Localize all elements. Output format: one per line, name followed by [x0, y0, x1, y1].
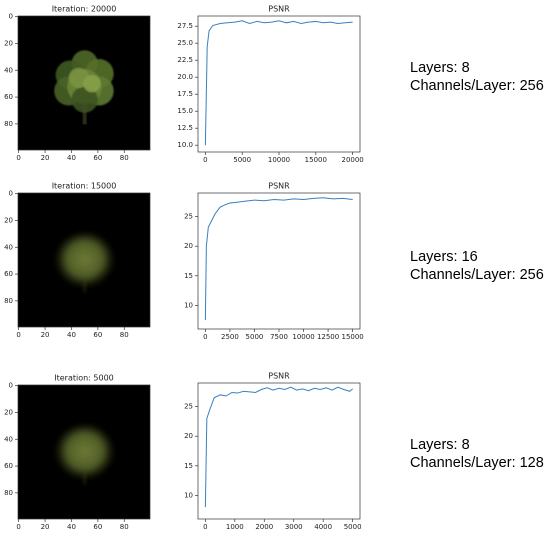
x-tick-label: 0 [203, 156, 207, 164]
y-tick-label: 25 [184, 213, 193, 221]
chart-title: Iteration: 5000 [54, 374, 114, 383]
x-tick-label: 5000 [344, 523, 362, 531]
chart-title: PSNR [268, 5, 290, 14]
y-tick-label: 10 [184, 491, 193, 499]
x-tick-label: 10000 [268, 156, 290, 164]
x-tick-label: 20000 [341, 156, 363, 164]
x-tick-label: 80 [120, 154, 129, 162]
y-tick-label: 40 [4, 66, 13, 74]
x-tick-label: 60 [93, 523, 102, 531]
y-tick-label: 17.5 [177, 90, 193, 98]
chart-title: Iteration: 20000 [52, 5, 117, 14]
axes-frame [198, 193, 360, 329]
tree-foliage [83, 75, 100, 92]
x-tick-label: 7500 [270, 333, 288, 341]
y-tick-label: 25 [184, 403, 193, 411]
y-tick-label: 10.0 [177, 141, 193, 149]
x-tick-label: 40 [67, 523, 76, 531]
x-tick-label: 10000 [292, 333, 314, 341]
x-tick-label: 0 [16, 331, 20, 339]
x-tick-label: 15000 [305, 156, 327, 164]
y-tick-label: 0 [9, 13, 13, 21]
x-tick-label: 40 [67, 331, 76, 339]
y-tick-label: 20 [4, 408, 13, 416]
x-tick-label: 4000 [314, 523, 332, 531]
y-tick-label: 27.5 [177, 22, 193, 30]
y-tick-label: 15.0 [177, 107, 193, 115]
x-tick-label: 20 [41, 154, 50, 162]
x-tick-label: 3000 [285, 523, 303, 531]
tree-foliage [54, 425, 115, 483]
y-tick-label: 40 [4, 243, 13, 251]
y-tick-label: 0 [9, 190, 13, 198]
axes-frame [198, 16, 360, 152]
y-tick-label: 15 [184, 272, 193, 280]
x-tick-label: 2000 [255, 523, 273, 531]
chart-title: Iteration: 15000 [52, 182, 117, 191]
y-tick-label: 20 [4, 216, 13, 224]
tree-foliage [54, 233, 115, 291]
y-tick-label: 15 [184, 462, 193, 470]
y-tick-label: 20 [4, 39, 13, 47]
annotation: Layers: 8 [410, 60, 470, 76]
psnr-line [205, 387, 352, 507]
y-tick-label: 60 [4, 462, 13, 470]
x-tick-label: 15000 [341, 333, 363, 341]
y-tick-label: 20 [184, 432, 193, 440]
y-tick-label: 60 [4, 270, 13, 278]
x-tick-label: 2500 [221, 333, 239, 341]
y-tick-label: 60 [4, 93, 13, 101]
annotation: Channels/Layer: 256 [410, 78, 544, 94]
psnr-line [205, 198, 352, 320]
annotation: Layers: 8 [410, 437, 470, 453]
x-tick-label: 20 [41, 331, 50, 339]
x-tick-label: 0 [16, 523, 20, 531]
psnr-line [205, 21, 352, 145]
chart-title: PSNR [268, 372, 290, 381]
axes-frame [198, 383, 360, 519]
annotation: Channels/Layer: 256 [410, 267, 544, 283]
x-tick-label: 5000 [233, 156, 251, 164]
annotation: Layers: 16 [410, 249, 478, 265]
x-tick-label: 60 [93, 331, 102, 339]
y-tick-label: 20.0 [177, 73, 193, 81]
x-tick-label: 20 [41, 523, 50, 531]
x-tick-label: 80 [120, 331, 129, 339]
y-tick-label: 80 [4, 120, 13, 128]
x-tick-label: 5000 [246, 333, 264, 341]
y-tick-label: 12.5 [177, 124, 193, 132]
annotation: Channels/Layer: 128 [410, 455, 544, 471]
y-tick-label: 20 [184, 242, 193, 250]
y-tick-label: 40 [4, 435, 13, 443]
x-tick-label: 1000 [226, 523, 244, 531]
x-tick-label: 0 [203, 523, 207, 531]
y-tick-label: 10 [184, 301, 193, 309]
y-tick-label: 22.5 [177, 56, 193, 64]
x-tick-label: 60 [93, 154, 102, 162]
y-tick-label: 80 [4, 297, 13, 305]
y-tick-label: 0 [9, 382, 13, 390]
x-tick-label: 12500 [317, 333, 339, 341]
y-tick-label: 25.0 [177, 39, 193, 47]
x-tick-label: 0 [16, 154, 20, 162]
chart-title: PSNR [268, 182, 290, 191]
figure: Iteration: 20000 0 20 40 60 80 0 20 40 60 80 Layers… [0, 0, 548, 533]
y-tick-label: 80 [4, 489, 13, 497]
x-tick-label: 80 [120, 523, 129, 531]
x-tick-label: 0 [203, 333, 207, 341]
x-tick-label: 40 [67, 154, 76, 162]
